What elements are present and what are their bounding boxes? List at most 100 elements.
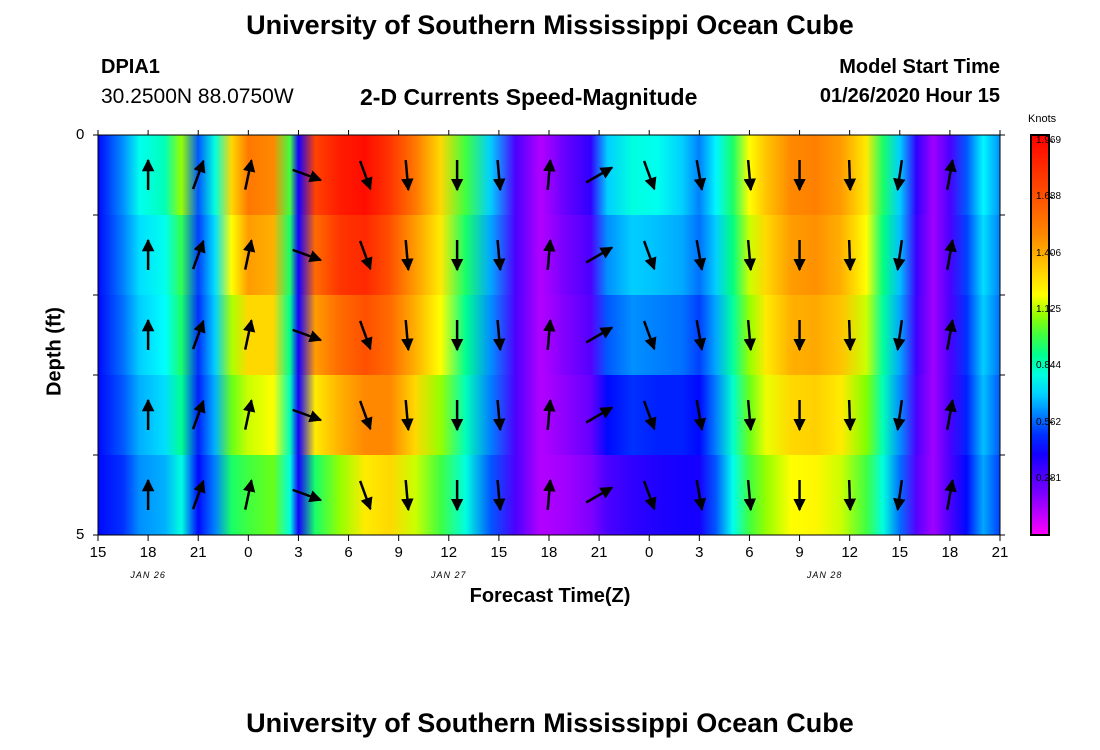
model-start-label: Model Start Time	[839, 56, 1000, 78]
current-vector	[944, 238, 957, 270]
model-start-value: 01/26/2020 Hour 15	[819, 85, 1000, 107]
current-vector	[693, 320, 707, 352]
current-vector	[843, 399, 857, 432]
current-vector	[292, 488, 323, 503]
current-vector	[743, 479, 756, 512]
x-tick-label: 9	[394, 544, 403, 561]
current-vector	[843, 159, 857, 192]
current-vector	[642, 320, 657, 351]
current-vector	[292, 408, 323, 423]
x-date-label: JAN 28	[806, 570, 843, 580]
current-vector	[358, 480, 373, 511]
station-coordinates: 30.2500N 88.0750W	[101, 85, 294, 108]
x-tick-label: 0	[645, 544, 654, 561]
current-vector	[893, 479, 906, 512]
x-tick-label: 18	[540, 544, 558, 561]
current-vector	[242, 239, 256, 270]
x-tick-label: 12	[841, 544, 858, 561]
current-vector	[743, 159, 756, 192]
current-vector	[743, 399, 756, 432]
current-vector	[585, 166, 614, 184]
current-vector	[642, 240, 657, 271]
current-vector	[893, 399, 906, 432]
colorbar-tick-label: 0.281	[1036, 472, 1062, 484]
current-vector	[358, 320, 373, 351]
current-vector	[642, 160, 657, 191]
current-vector	[944, 398, 957, 430]
x-axis-ticks	[97, 130, 1001, 541]
x-date-label: JAN 27	[431, 570, 467, 580]
colorbar-tick-label: 1.406	[1036, 247, 1062, 259]
current-vector	[492, 479, 506, 512]
current-vector	[401, 239, 414, 272]
station-id: DPIA1	[101, 56, 160, 78]
current-vector	[843, 319, 857, 352]
x-tick-label: 12	[440, 544, 458, 561]
y-tick-label: 0	[76, 126, 85, 143]
current-vector	[401, 479, 414, 512]
current-vector	[358, 240, 373, 271]
current-vector	[242, 399, 256, 430]
current-vector	[693, 160, 707, 192]
colorbar-unit: Knots	[1028, 113, 1057, 125]
current-vector	[944, 318, 957, 350]
x-tick-label: 18	[941, 544, 959, 561]
x-tick-label: 21	[189, 544, 207, 561]
y-axis-ticks	[93, 134, 1005, 536]
current-vector	[893, 159, 906, 192]
x-tick-label: 3	[294, 544, 303, 561]
x-tick-label: 15	[89, 544, 107, 561]
current-vector	[191, 399, 206, 430]
x-tick-label: 0	[244, 544, 253, 561]
current-vector	[292, 328, 323, 343]
current-vector	[693, 400, 707, 432]
x-tick-label: 21	[991, 544, 1009, 561]
colorbar	[1030, 134, 1050, 536]
current-vector	[242, 159, 256, 190]
current-vector	[743, 319, 756, 352]
current-vector	[893, 319, 906, 352]
current-vector	[944, 478, 957, 510]
current-vector	[543, 158, 556, 191]
y-tick-label: 5	[76, 526, 85, 543]
current-vector	[191, 319, 206, 350]
x-date-label: JAN 26	[130, 570, 166, 580]
current-vector	[242, 479, 256, 510]
colorbar-tick-label: 1.125	[1036, 304, 1062, 315]
chart-subtitle: 2-D Currents Speed-Magnitude	[360, 84, 698, 110]
current-vector	[585, 326, 614, 344]
x-tick-label: 15	[490, 544, 508, 561]
current-vector	[585, 406, 614, 424]
current-vector	[743, 239, 756, 272]
current-vector	[492, 159, 506, 192]
current-vector	[543, 478, 556, 511]
x-tick-label: 6	[745, 544, 754, 561]
current-vector	[585, 486, 614, 504]
current-vector	[693, 480, 707, 512]
current-vector	[693, 240, 707, 272]
current-vector	[358, 400, 373, 431]
current-vectors	[141, 158, 957, 512]
current-vector	[401, 399, 414, 432]
footer-title: University of Southern Mississippi Ocean…	[246, 708, 854, 738]
colorbar-tick-label: 1.688	[1036, 191, 1062, 203]
x-tick-label: 6	[344, 544, 353, 561]
x-tick-label: 15	[891, 544, 909, 561]
page-title: University of Southern Mississippi Ocean…	[246, 10, 854, 40]
colorbar-tick-label: 1.969	[1036, 135, 1062, 147]
current-vector	[843, 479, 857, 512]
colorbar-tick-label: 0.562	[1036, 416, 1062, 428]
x-tick-label: 21	[590, 544, 608, 561]
x-tick-label: 3	[695, 544, 704, 561]
current-vector	[242, 319, 256, 350]
x-axis-label: Forecast Time(Z)	[469, 585, 631, 607]
current-vector	[642, 480, 657, 511]
current-vector	[292, 168, 323, 183]
current-vector	[401, 159, 414, 192]
y-axis-label: Depth (ft)	[43, 307, 66, 396]
current-vector	[191, 479, 206, 510]
current-vector	[543, 238, 556, 271]
current-vector	[543, 398, 556, 431]
current-vector	[843, 239, 857, 272]
current-vector	[191, 159, 206, 190]
